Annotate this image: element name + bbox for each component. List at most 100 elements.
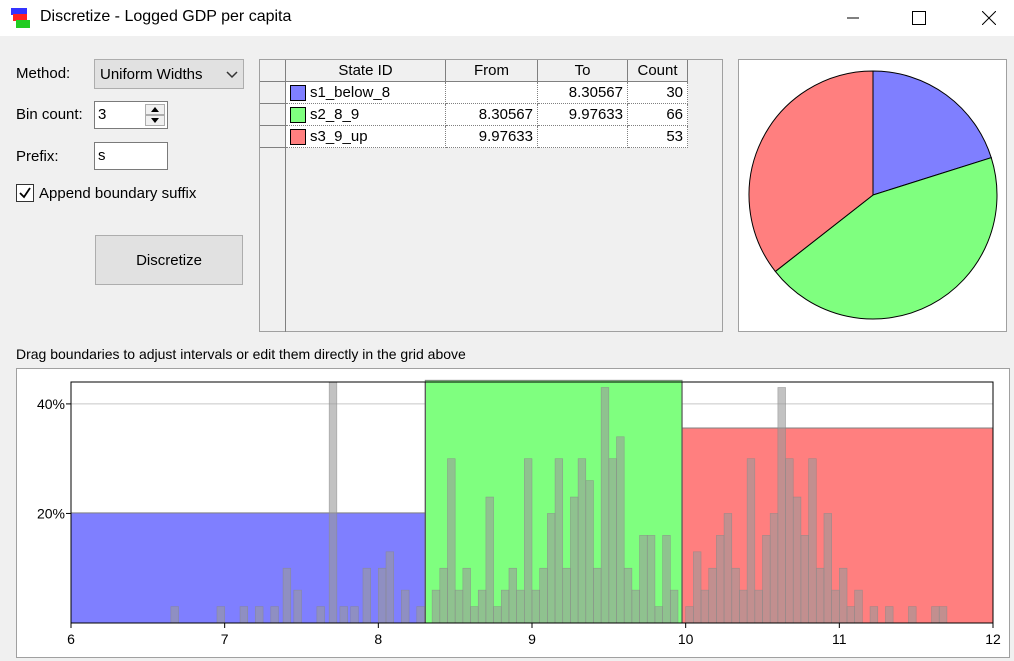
grid-header-to[interactable]: To <box>538 60 628 82</box>
maximize-button[interactable] <box>896 0 942 36</box>
table-row-state-id[interactable]: s2_8_9 <box>286 104 446 126</box>
histogram-bar <box>547 513 556 624</box>
x-tick-label: 12 <box>985 631 1001 647</box>
histogram-bar <box>831 589 840 624</box>
pie-slice-s1_below_8 <box>872 70 992 196</box>
method-select[interactable]: Uniform Widths <box>94 59 244 89</box>
bin-count-decrement-button[interactable] <box>145 115 165 126</box>
discretize-button[interactable]: Discretize <box>95 235 243 285</box>
histogram-chart[interactable]: 20% 40% 6 7 8 9 10 11 12 <box>17 369 1009 657</box>
histogram-bar <box>631 589 640 624</box>
histogram-bar <box>416 606 425 624</box>
from-cell[interactable] <box>446 82 538 104</box>
grid-header-from[interactable]: From <box>446 60 538 82</box>
histogram-bar <box>693 551 702 624</box>
histogram-bar <box>708 567 717 624</box>
histogram-bar <box>685 606 694 624</box>
x-tick-label: 9 <box>528 631 536 647</box>
histogram-bar <box>808 458 817 624</box>
title-bar: Discretize - Logged GDP per capita <box>0 0 1014 36</box>
window-title: Discretize - Logged GDP per capita <box>40 8 292 25</box>
histogram-bar <box>362 567 371 624</box>
histogram-bar <box>255 606 264 624</box>
state-id-cell: s2_8_9 <box>310 106 360 123</box>
close-icon <box>982 11 996 25</box>
histogram-bar <box>500 589 510 624</box>
bin-count-label: Bin count: <box>16 106 83 123</box>
instructions-text: Drag boundaries to adjust intervals or e… <box>16 346 466 362</box>
row-header[interactable] <box>260 126 286 148</box>
table-row-state-id[interactable]: s1_below_8 <box>286 82 446 104</box>
from-cell[interactable]: 8.30567 <box>446 104 538 126</box>
arrow-up-icon <box>151 107 159 112</box>
histogram-bar <box>839 567 848 624</box>
arrow-down-icon <box>151 118 159 123</box>
minimize-icon <box>847 17 859 19</box>
bin-count-increment-button[interactable] <box>145 104 165 115</box>
to-cell[interactable]: 9.97633 <box>538 104 628 126</box>
close-button[interactable] <box>966 0 1012 36</box>
minimize-button[interactable] <box>830 0 876 36</box>
histogram-bar <box>293 589 302 624</box>
x-tick-label: 7 <box>221 631 229 647</box>
bin-count-value: 3 <box>98 106 107 123</box>
row-header[interactable] <box>260 104 286 126</box>
table-row-state-id[interactable]: s3_9_up <box>286 126 446 148</box>
grid-header-state-id[interactable]: State ID <box>286 60 446 82</box>
to-cell[interactable] <box>538 126 628 148</box>
from-cell[interactable]: 9.97633 <box>446 126 538 148</box>
prefix-label: Prefix: <box>16 148 59 165</box>
histogram-bar <box>401 589 410 624</box>
histogram-bar <box>350 606 359 624</box>
append-suffix-checkbox[interactable] <box>16 184 34 202</box>
histogram-bar <box>600 387 610 624</box>
histogram-bar <box>716 535 725 624</box>
histogram-bar <box>616 436 625 624</box>
intervals-grid: State ID From To Count s1_below_8 8.3056… <box>259 59 723 332</box>
histogram-bar <box>562 567 571 624</box>
histogram-bar <box>723 513 733 624</box>
x-tick-label: 11 <box>832 631 847 647</box>
histogram-bar <box>454 589 464 624</box>
histogram-bar <box>938 606 948 624</box>
x-tick-label: 10 <box>678 631 694 647</box>
interval-bar-1 <box>70 512 426 624</box>
histogram-bar <box>792 496 802 624</box>
discretize-app-icon <box>11 8 30 28</box>
bin-count-stepper[interactable]: 3 <box>94 101 168 129</box>
histogram-bar <box>669 589 679 624</box>
histogram-bar <box>470 606 479 624</box>
histogram-bar <box>885 606 894 624</box>
histogram-bar <box>216 606 225 624</box>
histogram-bar <box>762 535 771 624</box>
histogram-bar <box>800 535 809 624</box>
maximize-icon <box>912 11 926 25</box>
histogram-bar <box>328 381 338 624</box>
row-header-strip <box>260 148 286 332</box>
grid-header-count[interactable]: Count <box>628 60 688 82</box>
histogram-bar <box>554 458 564 624</box>
pie-chart <box>748 70 998 320</box>
histogram-bar <box>754 589 763 624</box>
histogram-bar <box>869 606 879 624</box>
histogram-bar <box>493 606 502 624</box>
grid-corner <box>260 60 286 82</box>
state-id-cell: s1_below_8 <box>310 84 391 101</box>
y-tick-label: 40% <box>37 396 65 412</box>
method-label: Method: <box>16 65 71 82</box>
prefix-input[interactable]: s <box>94 142 168 170</box>
to-cell[interactable]: 8.30567 <box>538 82 628 104</box>
append-suffix-label: Append boundary suffix <box>39 185 197 202</box>
histogram-bar <box>662 535 671 624</box>
swatch-icon <box>290 107 306 123</box>
histogram-bar <box>700 589 710 624</box>
row-header[interactable] <box>260 82 286 104</box>
histogram-bar <box>654 606 663 624</box>
histogram-bar <box>731 567 740 624</box>
count-cell: 66 <box>628 104 688 126</box>
histogram-bar <box>439 567 448 624</box>
histogram-panel: 20% 40% 6 7 8 9 10 11 12 <box>16 368 1010 658</box>
histogram-bar <box>577 458 587 624</box>
histogram-bar <box>908 606 917 624</box>
histogram-bar <box>516 589 525 624</box>
